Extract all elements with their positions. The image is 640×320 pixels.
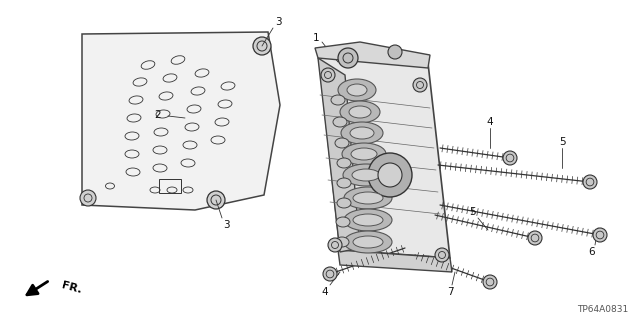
Ellipse shape [343,164,389,186]
Circle shape [253,37,271,55]
Ellipse shape [331,95,345,105]
Ellipse shape [338,79,376,101]
Ellipse shape [344,231,392,253]
Text: 4: 4 [486,117,493,127]
Ellipse shape [335,237,349,247]
Circle shape [323,267,337,281]
Circle shape [328,238,342,252]
Ellipse shape [350,127,374,139]
Ellipse shape [344,209,392,231]
Ellipse shape [337,198,351,208]
Ellipse shape [353,236,383,248]
Circle shape [435,248,449,262]
Text: 5: 5 [468,207,476,217]
Ellipse shape [347,84,367,96]
Circle shape [207,191,225,209]
Polygon shape [318,50,450,258]
Ellipse shape [353,192,383,204]
Circle shape [388,45,402,59]
Text: 4: 4 [322,287,328,297]
Ellipse shape [352,169,380,181]
Text: 1: 1 [313,33,319,43]
Text: 7: 7 [447,287,453,297]
Text: 2: 2 [155,110,161,120]
Circle shape [583,175,597,189]
Circle shape [378,163,402,187]
Circle shape [321,68,335,82]
Circle shape [503,151,517,165]
Text: 3: 3 [223,220,229,230]
Circle shape [483,275,497,289]
Ellipse shape [353,214,383,226]
Polygon shape [315,42,430,68]
Circle shape [338,48,358,68]
Text: FR.: FR. [60,281,83,295]
Ellipse shape [349,106,371,118]
Circle shape [80,190,96,206]
Polygon shape [318,58,360,252]
Circle shape [413,78,427,92]
Text: TP64A0831: TP64A0831 [577,306,628,315]
Text: 5: 5 [559,137,565,147]
Ellipse shape [340,101,380,123]
Text: 6: 6 [589,247,595,257]
Ellipse shape [351,148,377,160]
Ellipse shape [333,117,347,127]
Circle shape [593,228,607,242]
Circle shape [368,153,412,197]
Ellipse shape [342,143,386,165]
Ellipse shape [341,122,383,144]
Polygon shape [82,32,280,210]
Polygon shape [338,250,452,272]
Ellipse shape [335,138,349,148]
Ellipse shape [336,217,350,227]
Ellipse shape [337,178,351,188]
Text: 3: 3 [275,17,282,27]
Ellipse shape [344,187,392,209]
Circle shape [528,231,542,245]
Ellipse shape [337,158,351,168]
